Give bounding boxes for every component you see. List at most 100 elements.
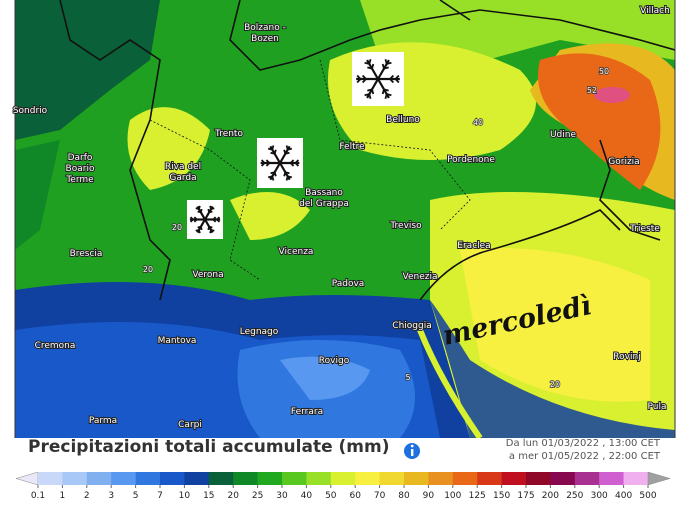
snow-branch (394, 78, 400, 84)
snow-branch (356, 78, 362, 84)
city-label: Sondrio (13, 106, 48, 116)
snow-branch (394, 74, 400, 80)
snow-branch (271, 145, 275, 150)
snow-branch (356, 74, 362, 80)
contour-label: 50 (599, 67, 609, 76)
city-label: Riva del (165, 162, 201, 172)
city-label: del Grappa (299, 199, 349, 209)
colorbar-segment (306, 472, 332, 485)
snow-branch (273, 149, 277, 155)
snow-branch (285, 176, 289, 181)
colorbar-tick-label: 0.1 (31, 491, 45, 501)
snow-branch (368, 59, 372, 65)
snow-branch (212, 218, 217, 223)
city-label: Belluno (386, 115, 420, 125)
city-label: Garda (169, 173, 196, 183)
colorbar-tick-label: 400 (615, 491, 632, 501)
city-label: Gorizia (608, 157, 639, 167)
snow-branch (283, 149, 287, 155)
snow-branch (197, 210, 202, 214)
city-label: Villach (640, 6, 670, 16)
colorbar-tick-label: 200 (542, 491, 559, 501)
city-label: Pula (648, 402, 667, 412)
colorbar-tick-label: 100 (444, 491, 461, 501)
city-label: Rovigo (319, 356, 350, 366)
contour-label: 20 (550, 380, 560, 389)
city-label: Chioggia (392, 321, 431, 331)
city-label: Brescia (70, 249, 103, 259)
colorbar-segment (379, 472, 405, 485)
city-label: Terme (65, 175, 94, 185)
colorbar-tick-label: 30 (276, 491, 288, 501)
snow-branch (371, 89, 375, 95)
snow-branch (361, 78, 367, 84)
snow-branch (364, 93, 370, 97)
city-label: Bassano (305, 188, 343, 198)
snow-branch (285, 171, 290, 175)
snow-branch (294, 159, 300, 164)
snow-branch (210, 207, 215, 210)
snow-branch (195, 207, 200, 210)
snow-branch (383, 88, 389, 92)
colorbar-segment (111, 472, 136, 485)
snow-branch (193, 218, 198, 223)
snow-branch (209, 229, 212, 234)
city-label: Udine (550, 130, 577, 140)
colorbar-segment (501, 472, 527, 485)
snow-icon (352, 52, 404, 106)
snow-branch (189, 216, 194, 221)
contour-label: 52 (587, 86, 597, 95)
city-label: Eraclea (457, 241, 490, 251)
colorbar-tick-label: 1 (60, 491, 66, 501)
snow-branch (207, 208, 211, 213)
colorbar-end (15, 471, 39, 486)
colorbar-segment (330, 472, 356, 485)
colorbar-segment (135, 472, 161, 485)
snow-branch (381, 89, 385, 95)
snow-branch (289, 162, 295, 167)
contour-label: 5 (405, 373, 410, 382)
snow-icon (187, 200, 223, 239)
snow-branch (294, 162, 300, 167)
snow-branch (384, 93, 388, 99)
snow-icon (257, 138, 303, 188)
snow-branch (198, 205, 201, 210)
colorbar-tick-label: 5 (133, 491, 139, 501)
snow-branch (283, 171, 287, 177)
colorbar-segment (86, 472, 112, 485)
snow-branch (193, 216, 198, 221)
snow-branch (285, 151, 290, 155)
snow-branch (367, 88, 373, 92)
legend-title: Precipitazioni totali accumulate (mm) (28, 437, 389, 457)
snow-branch (273, 171, 277, 177)
city-label: Ferrara (291, 407, 323, 417)
snow-branch (208, 210, 213, 214)
snow-branch (371, 63, 375, 69)
snow-branch (260, 162, 266, 167)
city-label: Parma (89, 416, 117, 426)
colorbar-tick-label: 15 (203, 491, 214, 501)
colorbar-end (647, 471, 671, 486)
city-label: Rovinj (613, 352, 640, 362)
snow-branch (199, 208, 203, 213)
map (15, 0, 675, 438)
snow-branch (384, 59, 388, 65)
snow-branch (189, 218, 194, 223)
contour-label: 20 (143, 265, 153, 274)
snow-branch (210, 229, 215, 232)
city-label: Verona (192, 270, 223, 280)
snow-branch (287, 147, 293, 151)
snow-branch (386, 61, 392, 65)
snow-branch (389, 78, 395, 84)
colorbar-segment (404, 472, 429, 485)
colorbar-tick-label: 50 (325, 491, 337, 501)
info-icon-glyph (411, 449, 414, 456)
colorbar-tick-label: 175 (517, 491, 534, 501)
city-label: Bozen (251, 34, 279, 44)
colorbar-segment (599, 472, 624, 485)
snow-branch (381, 63, 385, 69)
colorbar-tick-label: 150 (493, 491, 510, 501)
snow-branch (216, 216, 221, 221)
colorbar-tick-label: 40 (301, 491, 313, 501)
